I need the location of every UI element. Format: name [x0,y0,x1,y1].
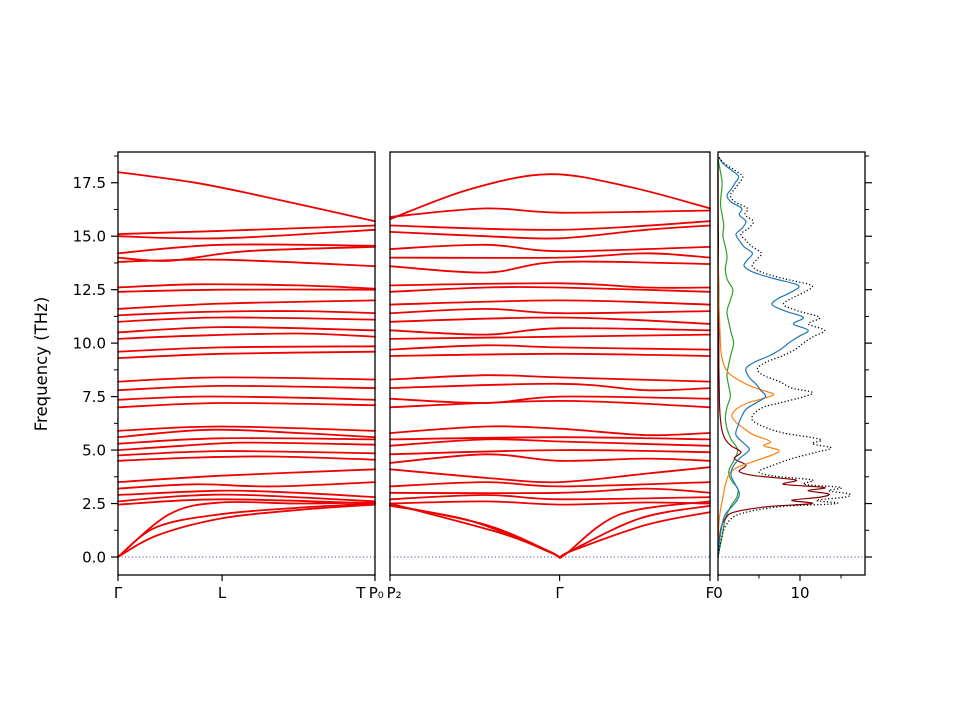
phonon-band [389,286,711,293]
phonon-band [389,374,711,383]
y-tick-label: 12.5 [73,281,106,299]
phonon-band [117,468,376,483]
x-tick-label: F [706,584,715,602]
phonon-band [117,299,376,310]
phonon-band [117,489,376,498]
phonon-band [389,299,711,306]
panel-frame [117,151,376,576]
phonon-band [389,173,711,220]
phonon-band [117,350,376,359]
x-tick-label: P₀ [369,584,384,602]
phonon-band [389,307,711,315]
phonon-band [117,402,376,409]
phonon-band [389,436,711,441]
phonon-band [117,498,376,506]
phonon-band [117,283,376,290]
x-tick-label: L [218,584,227,602]
phonon-band [389,494,711,501]
x-tick-label: Γ [555,584,564,602]
phonon-band [389,344,711,351]
dos-x-tick-label: 0 [713,584,723,602]
phonon-band [389,352,711,357]
phonon-band [117,450,376,457]
phonon-band [389,453,711,464]
phonon-band [389,243,711,253]
phonon-band [117,437,376,445]
phonon-band [389,282,711,289]
phonon-band [389,487,711,495]
dos-curve-darkred-partial [717,159,830,558]
phonon-band [389,449,711,456]
phonon-band [117,224,376,235]
phonon-band [389,466,711,484]
x-tick-label: P₂ [387,584,402,602]
phonon-band [389,395,711,404]
dos-curve-blue-partial [717,156,809,558]
phonon-band [389,316,711,325]
phonon-band [117,246,376,262]
phonon-band [117,481,376,490]
y-tick-label: 17.5 [73,174,106,192]
phonon-band [117,503,376,558]
phonon-band [117,326,376,334]
phonon-band [117,441,376,451]
x-tick-label: Γ [114,584,123,602]
phonon-band [389,399,711,409]
phonon-band [389,224,711,240]
phonon-band [389,382,711,392]
phonon-band [389,438,711,447]
phonon-band [117,243,376,255]
phonon-band [117,332,376,340]
phonon-band [389,500,711,506]
phonon-band [389,220,711,231]
phonon-band [389,252,711,259]
phonon-band [117,384,376,392]
phonon-band [117,316,376,323]
dos-curve-green-partial [717,159,739,558]
y-tick-label: 5.0 [82,442,106,460]
y-tick-label: 10.0 [73,335,106,353]
phonon-band [117,501,376,558]
y-tick-label: 0.0 [82,549,106,567]
chart-marks: 0.0 2.5 5.0 7.5 10.0 12.5 15.0 17.5 Γ L T P₀ P₂ Γ F0 10 [73,151,872,602]
phonon-band [389,425,711,437]
y-tick-label: 7.5 [82,388,106,406]
phonon-band [117,228,376,240]
phonon-band [117,171,376,223]
phonon-band [389,481,711,488]
dos-curve-total-dotted [717,156,852,558]
panel-frame [389,151,711,576]
phonon-band [117,455,376,462]
panel-frame [717,151,866,576]
phonon-band [389,260,711,274]
dos-curve-orange-partial [717,159,780,558]
phonon-band [117,376,376,383]
phonon-band [117,395,376,401]
phonon-band [117,428,376,439]
phonon-band [389,333,711,340]
x-tick-label: T [355,584,366,602]
phonon-band [117,502,376,558]
phonon-band [389,207,711,218]
phonon-band [117,345,376,353]
phonon-band [117,310,376,317]
phonon-band [117,493,376,503]
y-axis-label: Frequency (THz) [32,297,51,432]
phonon-band [117,288,376,293]
y-tick-label: 15.0 [73,228,106,246]
phonon-band [389,503,711,558]
phonon-band [117,258,376,268]
dos-x-tick-label: 10 [790,584,809,602]
phonon-band [117,425,376,432]
y-tick-label: 2.5 [82,495,106,513]
phonon-band [389,327,711,336]
phonon-band [389,500,711,559]
